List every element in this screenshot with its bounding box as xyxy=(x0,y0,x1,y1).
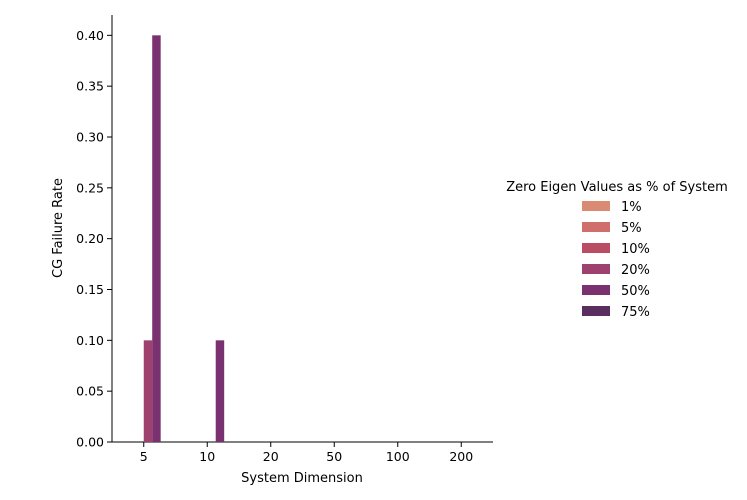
plot-area xyxy=(111,15,493,443)
y-tick-label: 0.10 xyxy=(76,333,104,348)
legend: Zero Eigen Values as % of System 1% 5% 10%… xyxy=(506,180,728,320)
y-tick-label: 0.20 xyxy=(76,231,104,246)
y-axis-label: CG Failure Rate xyxy=(51,178,66,278)
legend-label: 10% xyxy=(621,242,650,257)
x-tick-label: 200 xyxy=(449,449,473,464)
bar-20pct-5 xyxy=(143,340,153,442)
y-tick-label: 0.15 xyxy=(76,282,104,297)
legend-swatch xyxy=(582,201,610,211)
y-tick-label: 0.00 xyxy=(76,435,104,450)
legend-swatch xyxy=(582,264,610,274)
bars xyxy=(143,35,225,442)
y-axis: 0.00 0.05 0.10 0.15 0.20 0.25 0.30 0.35 0.40 xyxy=(76,28,112,450)
legend-swatch xyxy=(582,306,610,316)
y-tick-label: 0.25 xyxy=(76,180,104,195)
bar-50pct-5 xyxy=(152,35,161,442)
y-tick-label: 0.30 xyxy=(76,130,104,145)
legend-swatch xyxy=(582,222,610,232)
y-tick-label: 0.35 xyxy=(76,79,104,94)
x-tick-label: 5 xyxy=(140,449,148,464)
y-tick-label: 0.40 xyxy=(76,28,104,43)
y-tick-label: 0.05 xyxy=(76,384,104,399)
legend-label: 50% xyxy=(621,284,650,299)
x-tick-label: 50 xyxy=(326,449,342,464)
legend-title: Zero Eigen Values as % of System xyxy=(506,180,728,195)
legend-label: 20% xyxy=(621,263,650,278)
legend-label: 1% xyxy=(621,200,642,215)
legend-swatch xyxy=(582,285,610,295)
x-axis: 5 10 20 50 100 200 xyxy=(140,442,473,464)
legend-label: 75% xyxy=(621,305,650,320)
legend-swatch xyxy=(582,243,610,253)
x-tick-label: 20 xyxy=(263,449,279,464)
x-tick-label: 10 xyxy=(199,449,215,464)
x-tick-label: 100 xyxy=(386,449,410,464)
bar-50pct-10 xyxy=(215,340,225,442)
legend-label: 5% xyxy=(621,221,642,236)
x-axis-label: System Dimension xyxy=(241,471,363,486)
